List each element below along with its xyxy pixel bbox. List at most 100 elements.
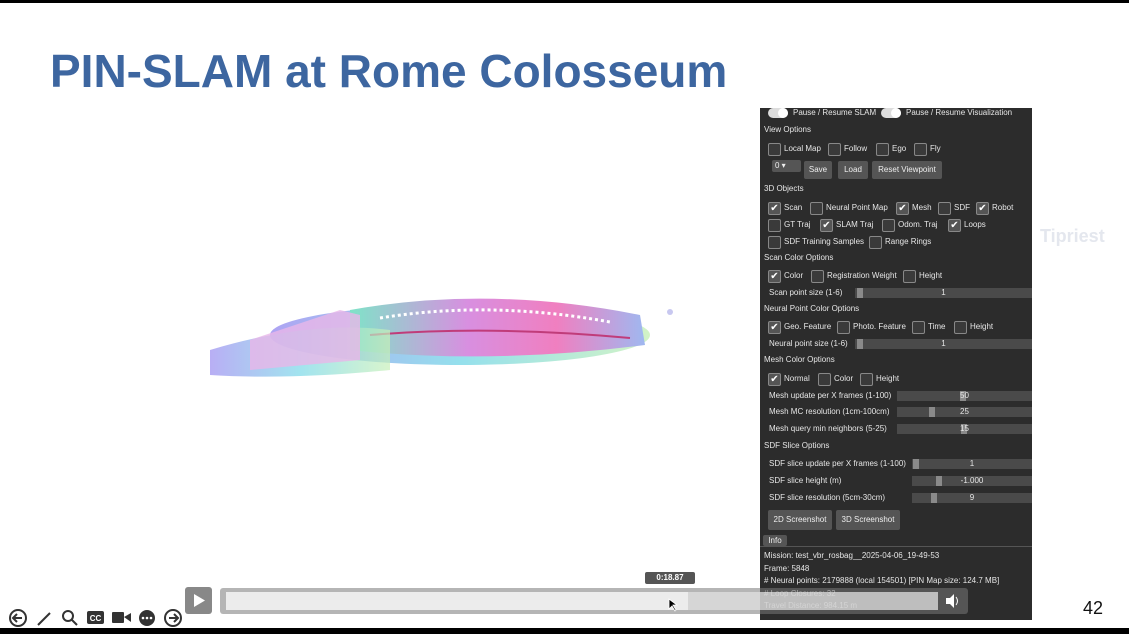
checkbox[interactable]: [837, 321, 850, 334]
slider-handle: [931, 493, 937, 503]
slider[interactable]: 50: [897, 391, 1032, 401]
checkbox[interactable]: ✔: [768, 321, 781, 334]
svg-text:CC: CC: [90, 614, 102, 623]
pen-icon[interactable]: [37, 612, 51, 626]
checkbox[interactable]: [903, 270, 916, 283]
checkbox-label: Geo. Feature: [784, 322, 832, 331]
top-bar: [0, 0, 1129, 3]
checkbox[interactable]: ✔: [976, 202, 989, 215]
section-heading: SDF Slice Options: [764, 441, 830, 450]
toggle-label: Pause / Resume SLAM: [793, 108, 877, 117]
watermark: Tipriest: [1040, 226, 1105, 246]
section-heading: Neural Point Color Options: [764, 304, 860, 313]
toggle[interactable]: [881, 108, 901, 118]
slider-value: -1.000: [960, 476, 984, 485]
checkbox[interactable]: [811, 270, 824, 283]
slide-title: PIN-SLAM at Rome Colosseum: [50, 45, 728, 97]
dropdown[interactable]: 0 ▾: [772, 160, 801, 172]
checkbox-label: Fly: [930, 144, 941, 153]
checkbox-label: Scan: [784, 203, 803, 212]
point-cloud: [210, 298, 673, 377]
button[interactable]: Load: [838, 161, 868, 179]
slider-value: 25: [960, 407, 969, 416]
slider-label: SDF slice height (m): [769, 476, 842, 485]
checkbox[interactable]: [938, 202, 951, 215]
slider-handle: [857, 339, 863, 349]
checkbox[interactable]: ✔: [896, 202, 909, 215]
checkbox-label: Loops: [964, 220, 986, 229]
tab[interactable]: Info: [763, 535, 787, 546]
volume-icon[interactable]: [944, 593, 962, 609]
slider-handle: [857, 288, 863, 298]
slider[interactable]: 9: [912, 493, 1032, 503]
slider[interactable]: 25: [897, 407, 1032, 417]
checkbox[interactable]: ✔: [948, 219, 961, 232]
checkbox[interactable]: [828, 143, 841, 156]
checkbox[interactable]: ✔: [768, 202, 781, 215]
divider: [760, 546, 1032, 547]
checkbox[interactable]: [869, 236, 882, 249]
checkbox-label: Height: [876, 374, 900, 383]
checkbox-label: Height: [970, 322, 994, 331]
section-heading: Mesh Color Options: [764, 355, 835, 364]
bottom-bar: [0, 628, 1129, 634]
slider-value: 1: [941, 288, 946, 297]
play-button[interactable]: [185, 587, 212, 614]
slider-label: SDF slice resolution (5cm-30cm): [769, 493, 886, 502]
checkbox[interactable]: [768, 143, 781, 156]
checkbox-label: Mesh: [912, 203, 932, 212]
toggle-knob: [891, 108, 901, 118]
slider-value: 1: [969, 459, 975, 468]
slider[interactable]: 1: [912, 459, 1032, 469]
slider[interactable]: 1: [855, 339, 1032, 349]
checkbox[interactable]: [882, 219, 895, 232]
forward-icon[interactable]: [164, 609, 182, 627]
button[interactable]: Reset Viewpoint: [872, 161, 942, 179]
play-icon: [194, 594, 205, 607]
checkbox[interactable]: ✔: [768, 270, 781, 283]
checkbox-label: Robot: [992, 203, 1014, 212]
checkbox[interactable]: ✔: [768, 373, 781, 386]
checkbox[interactable]: [768, 236, 781, 249]
slider-handle: [960, 391, 966, 401]
camera-icon[interactable]: [112, 612, 124, 623]
button[interactable]: 2D Screenshot: [768, 510, 832, 530]
checkbox[interactable]: [914, 143, 927, 156]
checkbox[interactable]: [912, 321, 925, 334]
section-heading: 3D Objects: [764, 184, 804, 193]
slider[interactable]: -1.000: [912, 476, 1032, 486]
checkbox-label: Follow: [844, 144, 868, 153]
cc-icon[interactable]: [87, 611, 104, 624]
checkbox-label: Color: [834, 374, 854, 383]
progress-played: [226, 592, 688, 610]
slider-handle: [913, 459, 919, 469]
slider[interactable]: 15: [897, 424, 1032, 434]
checkbox[interactable]: ✔: [820, 219, 833, 232]
button[interactable]: Save: [804, 161, 832, 179]
slider-label: Neural point size (1-6): [769, 339, 848, 348]
back-icon[interactable]: [9, 609, 27, 627]
checkbox-label: Odom. Traj: [898, 220, 938, 229]
checkbox-label: Neural Point Map: [826, 203, 888, 212]
page-number: 42: [1083, 598, 1104, 618]
time-bubble: 0:18.87: [645, 572, 695, 584]
checkbox[interactable]: [954, 321, 967, 334]
checkbox[interactable]: [810, 202, 823, 215]
checkbox-label: SDF Training Samples: [784, 237, 865, 246]
checkbox-label: SDF: [954, 203, 970, 212]
checkbox-label: SLAM Traj: [836, 220, 874, 229]
progress-bar[interactable]: [220, 588, 968, 614]
slider-label: Scan point size (1-6): [769, 288, 843, 297]
slider-value: 15: [960, 424, 969, 433]
slider-handle: [936, 476, 942, 486]
slider[interactable]: 1: [855, 288, 1032, 298]
toggle[interactable]: [768, 108, 788, 118]
zoom-icon[interactable]: [62, 610, 74, 622]
button[interactable]: 3D Screenshot: [836, 510, 900, 530]
checkbox[interactable]: [860, 373, 873, 386]
checkbox[interactable]: [818, 373, 831, 386]
slider-handle: [961, 424, 967, 434]
checkbox[interactable]: [768, 219, 781, 232]
checkbox[interactable]: [876, 143, 889, 156]
